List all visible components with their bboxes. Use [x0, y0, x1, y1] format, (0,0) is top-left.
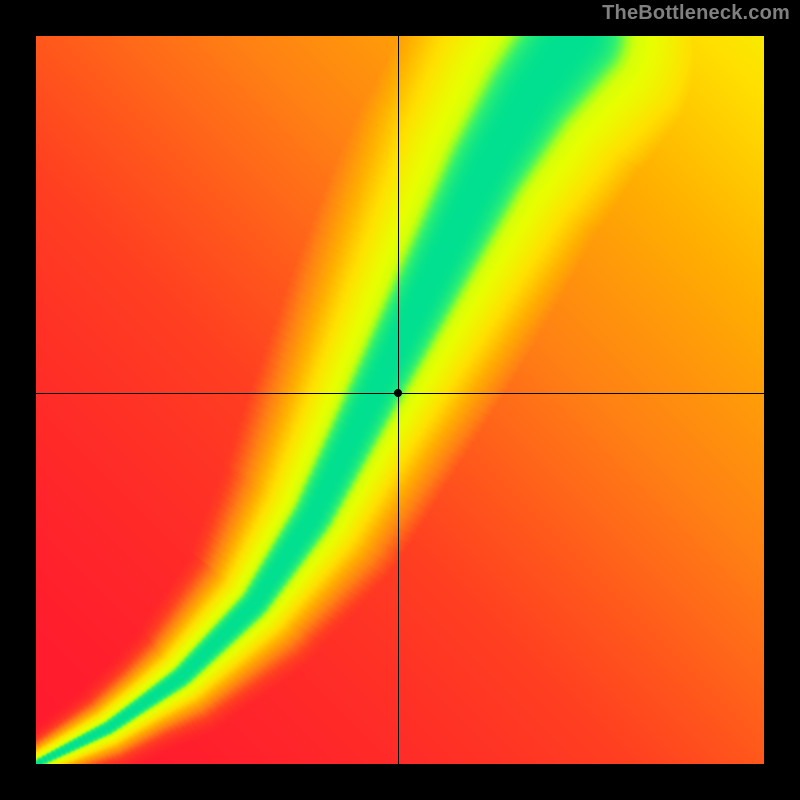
heatmap-plot	[36, 36, 764, 764]
crosshair-marker	[394, 389, 402, 397]
watermark-text: TheBottleneck.com	[602, 2, 790, 25]
crosshair-vertical	[398, 36, 399, 764]
heatmap-canvas	[36, 36, 764, 764]
